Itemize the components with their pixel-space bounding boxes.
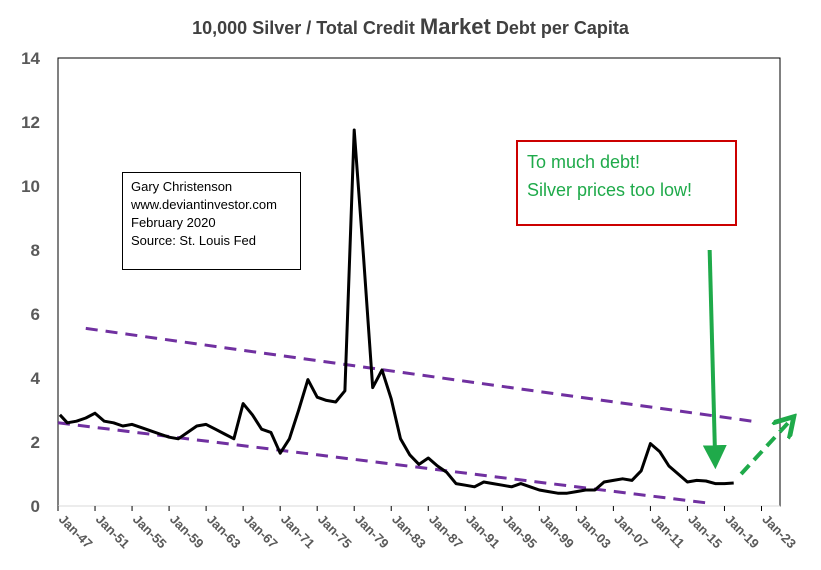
title-part-3: Debt per Capita [490,18,629,38]
x-tick-label: Jan-67 [241,512,281,552]
y-tick-labels: 0 2 4 6 8 10 12 14 [21,49,40,516]
x-tick-label: Jan-95 [500,512,540,552]
y-tick-label: 0 [31,497,40,516]
trendlines [57,326,753,505]
series-line [58,128,734,495]
x-tick-label: Jan-15 [685,512,725,552]
author-note-box: Gary Christenson www.deviantinvestor.com… [122,172,301,270]
trendline [57,421,707,505]
x-tick-label: Jan-51 [93,512,133,552]
y-tick-label: 10 [21,177,40,196]
x-tick-labels: Jan-47Jan-51Jan-55Jan-59Jan-63Jan-67Jan-… [56,506,799,551]
y-tick-label: 12 [21,113,40,132]
author-website: www.deviantinvestor.com [131,197,277,212]
x-tick-label: Jan-75 [315,512,355,552]
y-tick-label: 4 [31,369,41,388]
callout-box: To much debt! Silver prices too low! [516,140,737,226]
x-tick-label: Jan-55 [130,512,170,552]
title-part-2: Market [419,14,491,39]
arrows [702,249,791,476]
chart-title: 10,000 Silver / Total Credit Market Debt… [0,14,821,40]
x-tick-label: Jan-63 [204,512,244,552]
y-tick-label: 6 [31,305,40,324]
author-date: February 2020 [131,215,216,230]
callout-line-2: Silver prices too low! [527,180,693,200]
x-tick-label: Jan-87 [426,512,466,552]
x-tick-label: Jan-23 [759,512,799,552]
x-tick-label: Jan-79 [352,512,392,552]
x-tick-label: Jan-19 [722,512,762,552]
y-tick-label: 2 [31,433,40,452]
callout-line-1: To much debt! [527,152,641,172]
x-tick-label: Jan-91 [463,512,503,552]
annotation-arrow [739,420,791,476]
x-tick-label: Jan-11 [648,512,687,551]
x-tick-label: Jan-83 [389,512,429,552]
x-tick-label: Jan-03 [574,512,614,552]
trendline [85,326,753,423]
x-tick-label: Jan-47 [56,512,96,552]
data-source: Source: St. Louis Fed [131,233,257,248]
data-series [58,128,734,495]
x-tick-label: Jan-59 [167,512,207,552]
author-name: Gary Christenson [131,179,233,194]
x-tick-label: Jan-07 [611,512,651,552]
y-tick-label: 8 [31,241,40,260]
x-tick-label: Jan-99 [537,512,577,552]
x-tick-label: Jan-71 [278,512,318,552]
annotation-arrow [702,249,727,470]
plot-area [57,57,781,507]
title-part-1: 10,000 Silver / Total Credit [192,18,420,38]
y-tick-label: 14 [21,49,40,68]
